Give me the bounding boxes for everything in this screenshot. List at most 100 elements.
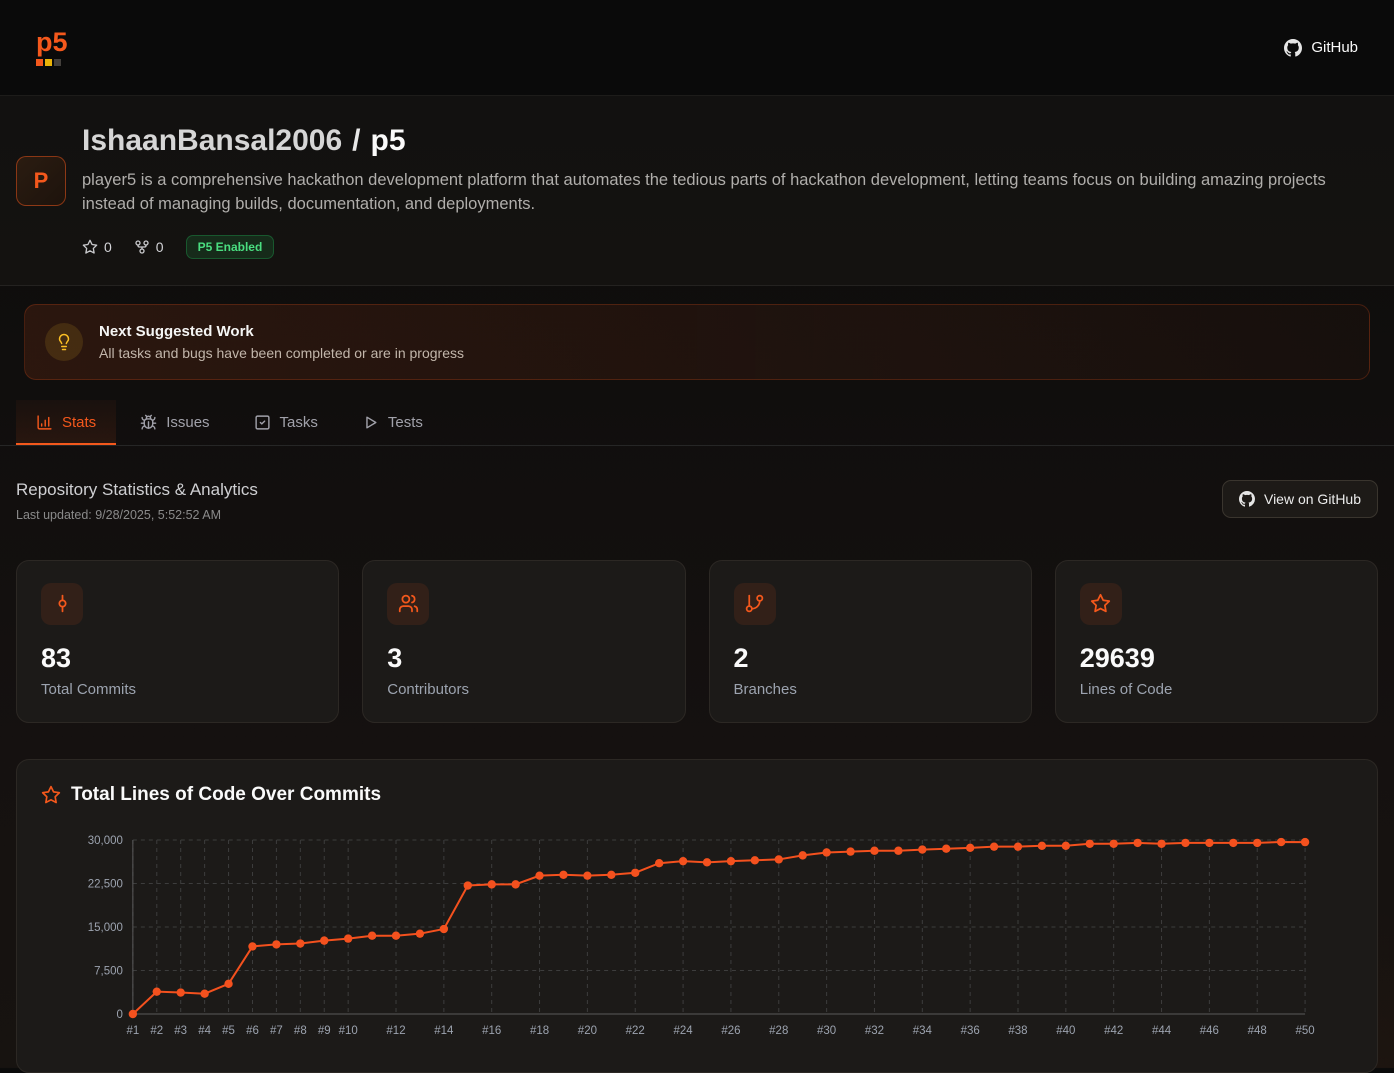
tab-tests-label: Tests (387, 413, 423, 431)
svg-text:#3: #3 (174, 1025, 187, 1037)
svg-text:#36: #36 (961, 1025, 980, 1037)
repo-name: p5 (370, 124, 406, 157)
github-icon (1284, 38, 1303, 57)
tab-issues-label: Issues (166, 413, 210, 431)
loc-line-chart: 0 7,500 15,000 22,500 30,000 #1 #2 #3 #4 #5 #6 #7 #8… (88, 835, 1315, 1037)
lightbulb-icon-wrap (45, 322, 83, 361)
last-updated: Last updated: 9/28/2025, 5:52:52 AM (16, 507, 222, 522)
stat-label: Lines of Code (1079, 680, 1173, 698)
repo-title: IshaanBansal2006 / p5 (82, 124, 1327, 158)
view-on-github-label: View on GitHub (1263, 490, 1361, 507)
tab-stats-label: Stats (62, 413, 97, 431)
chart-header: Total Lines of Code Over Commits (41, 784, 1353, 806)
users-icon (398, 595, 418, 613)
bug-icon (140, 414, 157, 430)
logo-squares-icon (36, 59, 68, 66)
nav-github-link[interactable]: GitHub (1284, 38, 1358, 57)
tab-tasks-label: Tasks (279, 413, 318, 431)
svg-text:#34: #34 (913, 1025, 933, 1037)
svg-text:#18: #18 (530, 1025, 549, 1037)
loc-chart-card: Total Lines of Code Over Commits 0 7,500 1… (16, 758, 1378, 1073)
svg-text:#42: #42 (1104, 1025, 1123, 1037)
svg-text:#26: #26 (721, 1025, 740, 1037)
svg-text:#44: #44 (1152, 1025, 1172, 1037)
svg-text:30,000: 30,000 (88, 835, 123, 847)
stat-value: 3 (387, 642, 403, 673)
svg-text:#12: #12 (386, 1025, 405, 1037)
stat-label: Contributors (387, 680, 469, 698)
svg-text:#24: #24 (674, 1025, 694, 1037)
svg-text:#50: #50 (1295, 1025, 1314, 1037)
svg-text:#14: #14 (434, 1025, 454, 1037)
svg-text:#38: #38 (1008, 1025, 1027, 1037)
svg-text:#48: #48 (1248, 1025, 1267, 1037)
svg-text:7,500: 7,500 (94, 965, 123, 977)
stat-card-contributors: 3 Contributors (362, 559, 686, 723)
stats-section: Repository Statistics & Analytics Last u… (0, 479, 1394, 1073)
check-square-icon (254, 415, 270, 430)
next-suggested-work-banner: Next Suggested Work All tasks and bugs h… (24, 303, 1370, 380)
svg-text:#22: #22 (626, 1025, 645, 1037)
main-content: Next Suggested Work All tasks and bugs h… (0, 303, 1394, 380)
svg-text:#32: #32 (865, 1025, 884, 1037)
section-title: Repository Statistics & Analytics (16, 479, 258, 499)
fork-count-value: 0 (155, 238, 164, 255)
svg-text:15,000: 15,000 (88, 922, 123, 934)
app-logo-text: p5 (36, 27, 68, 57)
svg-text:#30: #30 (817, 1025, 836, 1037)
star-icon (41, 785, 61, 804)
svg-text:#9: #9 (318, 1025, 331, 1037)
git-branch-icon (745, 595, 764, 613)
svg-text:22,500: 22,500 (88, 878, 123, 890)
repo-header: P IshaanBansal2006 / p5 player5 is a com… (0, 96, 1394, 286)
tab-bar: Stats Issues Tasks Tests (0, 399, 1394, 446)
lightbulb-icon (58, 333, 70, 351)
fork-icon (135, 240, 149, 254)
svg-text:#2: #2 (150, 1025, 163, 1037)
svg-text:#5: #5 (222, 1025, 235, 1037)
stat-cards: 83 Total Commits 3 Contributors 2 Branch… (16, 559, 1378, 723)
repo-owner: IshaanBansal2006 (82, 124, 343, 157)
nav-github-label: GitHub (1311, 39, 1358, 56)
star-count-value: 0 (104, 238, 112, 255)
github-icon (1238, 490, 1255, 507)
repo-description: player5 is a comprehensive hackathon dev… (82, 171, 1326, 213)
notice-title: Next Suggested Work (99, 322, 254, 340)
title-separator: / (352, 124, 361, 157)
star-icon (1091, 594, 1111, 613)
stat-value: 29639 (1079, 642, 1155, 673)
view-on-github-button[interactable]: View on GitHub (1221, 479, 1378, 518)
star-count: 0 (82, 239, 112, 255)
repo-avatar: P (16, 156, 66, 206)
git-commit-icon-wrap (41, 582, 83, 625)
svg-text:#7: #7 (270, 1025, 283, 1037)
git-branch-icon-wrap (733, 582, 776, 625)
p5-enabled-badge: P5 Enabled (185, 234, 275, 259)
stat-card-branches: 2 Branches (708, 559, 1032, 723)
svg-text:#10: #10 (339, 1025, 358, 1037)
svg-text:#28: #28 (769, 1025, 788, 1037)
tab-tests[interactable]: Tests (342, 400, 443, 445)
tab-issues[interactable]: Issues (120, 400, 229, 445)
avatar-letter: P (33, 168, 49, 193)
app-logo[interactable]: p5 (36, 29, 68, 66)
stat-label: Branches (733, 680, 797, 698)
tab-tasks[interactable]: Tasks (234, 400, 338, 445)
stat-value: 83 (41, 642, 72, 673)
svg-text:#6: #6 (246, 1025, 259, 1037)
stat-value: 2 (733, 642, 749, 673)
stat-card-lines-of-code: 29639 Lines of Code (1054, 559, 1378, 723)
svg-text:#20: #20 (578, 1025, 597, 1037)
fork-count: 0 (134, 239, 164, 255)
stat-label: Total Commits (41, 680, 137, 698)
svg-text:#16: #16 (482, 1025, 501, 1037)
play-icon (366, 416, 377, 429)
tab-stats[interactable]: Stats (16, 399, 117, 445)
notice-subtitle: All tasks and bugs have been completed o… (99, 344, 464, 361)
svg-text:#8: #8 (294, 1025, 307, 1037)
svg-text:0: 0 (116, 1009, 122, 1021)
users-icon-wrap (387, 582, 430, 625)
svg-text:#1: #1 (126, 1025, 139, 1037)
svg-text:#46: #46 (1200, 1025, 1219, 1037)
top-nav: p5 GitHub (0, 0, 1394, 96)
